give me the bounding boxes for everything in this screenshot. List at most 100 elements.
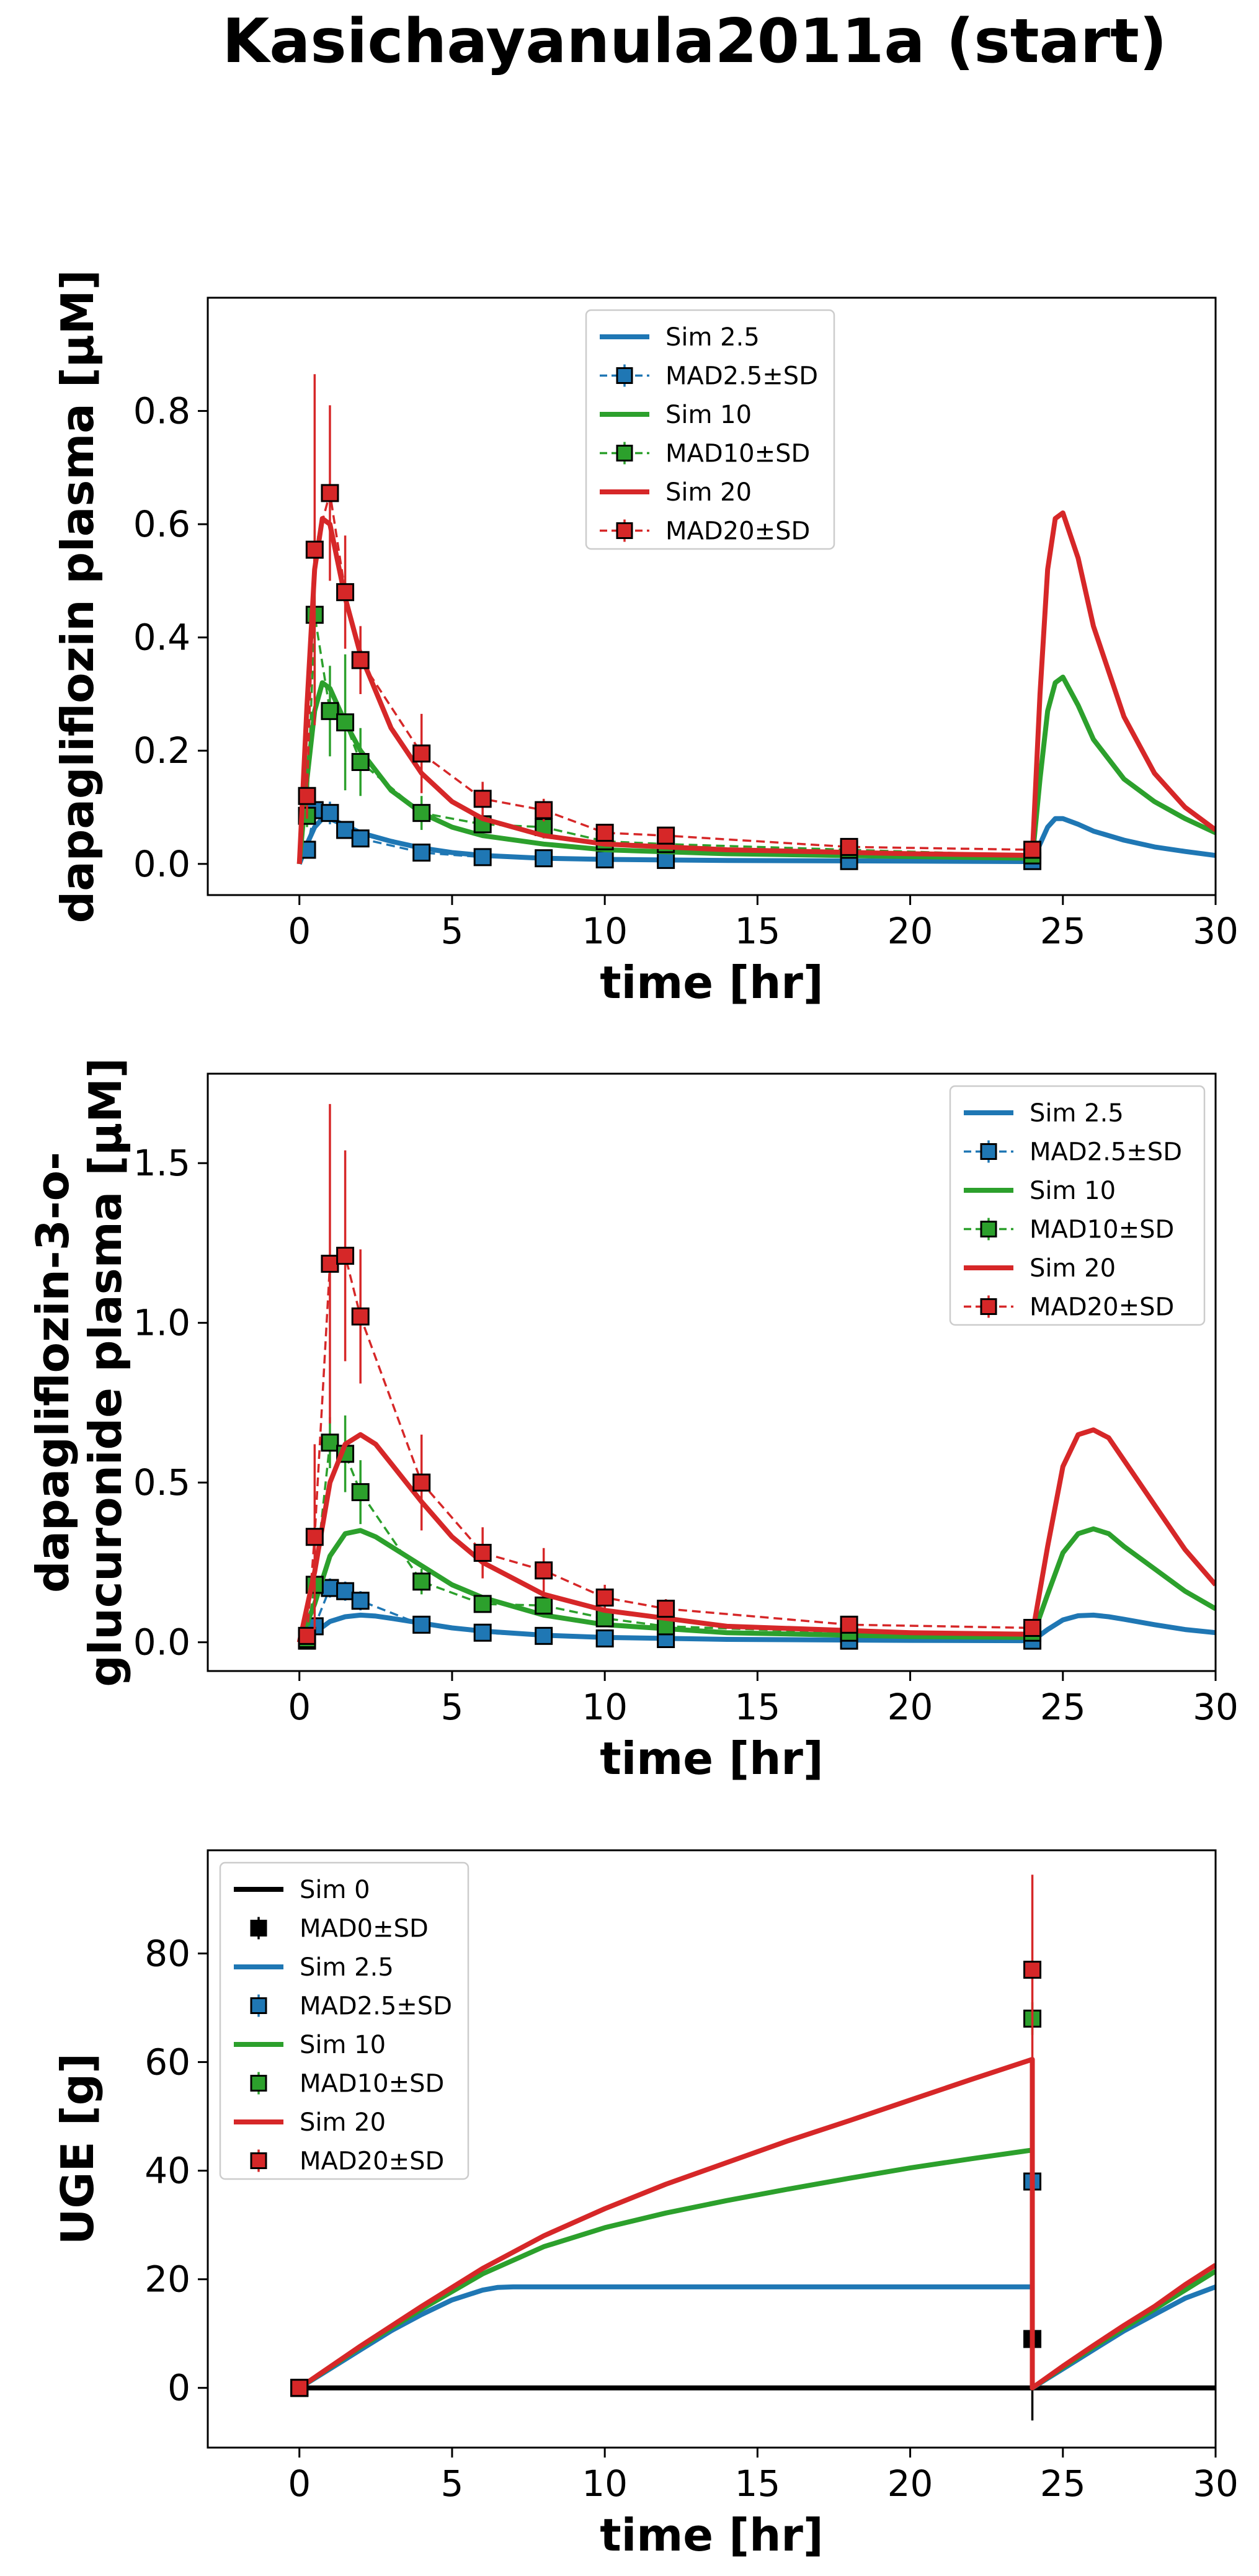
legend-item-mad2-5-pm-sd: MAD2.5±SD — [250, 1992, 452, 2021]
data-point — [473, 848, 492, 867]
legend-label: MAD2.5±SD — [300, 1992, 452, 2021]
axes-frame — [207, 1849, 1217, 2449]
data-point — [290, 2379, 309, 2397]
data-point — [1023, 1618, 1042, 1637]
legend-label: Sim 0 — [300, 1876, 370, 1904]
data-point — [412, 1615, 431, 1634]
y-tick-label: 0.6 — [133, 503, 190, 545]
legend-swatch-marker — [250, 1920, 267, 1936]
legend-swatch-marker — [616, 367, 633, 384]
x-tick-label: 10 — [582, 1686, 628, 1728]
legend-label: MAD10±SD — [665, 440, 810, 468]
legend-item-sim-20: Sim 20 — [964, 1254, 1116, 1283]
series-mad20-pm-sd — [298, 1103, 1042, 1645]
plot-area — [290, 1874, 1216, 2421]
data-point — [321, 1579, 339, 1597]
data-point — [657, 1600, 675, 1618]
legend-swatch-marker — [980, 1221, 997, 1237]
x-tick-label: 5 — [440, 2462, 463, 2505]
legend-item-sim-10: Sim 10 — [234, 2031, 386, 2059]
series-mad0-pm-sd — [290, 2257, 1042, 2421]
y-axis-label: UGE [g] — [51, 2053, 104, 2245]
series-mad10-pm-sd — [298, 530, 1042, 865]
x-tick-label: 20 — [888, 1686, 933, 1728]
data-point — [657, 826, 675, 845]
legend-label: MAD20±SD — [300, 2147, 444, 2176]
data-point — [305, 1528, 324, 1546]
x-axis-label: time [hr] — [600, 2509, 824, 2561]
x-tick-label: 5 — [440, 1686, 463, 1728]
y-tick-label: 0.4 — [133, 617, 190, 659]
series-line-sim-10 — [296, 674, 1216, 865]
data-point — [535, 801, 553, 819]
x-tick-label: 30 — [1193, 910, 1239, 952]
x-tick-label: 25 — [1040, 910, 1086, 952]
legend-item-sim-2-5: Sim 2.5 — [964, 1099, 1124, 1128]
data-point — [840, 1615, 858, 1634]
series-line-sim-20 — [298, 2057, 1216, 2391]
data-point — [321, 804, 339, 822]
legend: Sim 2.5 MAD2.5±SD Sim 10 MAD10±SD Sim 20 MAD2… — [949, 1085, 1206, 1326]
data-point — [298, 1626, 316, 1645]
data-point — [595, 850, 614, 868]
data-point — [840, 837, 858, 856]
y-tick-label: 20 — [145, 2258, 190, 2301]
series-line-sim-20 — [296, 1427, 1216, 1643]
legend: Sim 2.5 MAD2.5±SD Sim 10 MAD10±SD Sim 20 MAD2… — [585, 309, 835, 550]
data-point — [336, 1582, 355, 1600]
series-mad20-pm-sd — [290, 1874, 1042, 2397]
data-point — [351, 1307, 370, 1326]
data-point — [535, 849, 553, 868]
legend-label: MAD10±SD — [300, 2070, 444, 2098]
legend-frame — [949, 1085, 1206, 1326]
figure-title: Kasichayanula2011a (start) — [222, 6, 1167, 77]
legend-swatch-marker — [250, 1997, 267, 2014]
legend-item-sim-10: Sim 10 — [600, 401, 752, 429]
data-point — [305, 540, 324, 559]
y-tick-label: 0.0 — [133, 1621, 190, 1664]
legend-label: Sim 2.5 — [1030, 1099, 1124, 1128]
legend-label: MAD20±SD — [1030, 1293, 1174, 1322]
y-axis-label: dapagliflozin plasma [μM] — [51, 270, 104, 924]
series-dashed-line-mad10-pm-sd — [306, 614, 1033, 857]
chart-panel-1: 0 5 10 15 20 25 30 0.0 0.2 0.4 0.6 0.8 time [hr] dapa… — [51, 270, 1239, 1009]
y-axis-label: glucuronide plasma [μM] — [79, 1058, 131, 1687]
legend-label: Sim 10 — [300, 2031, 386, 2059]
data-point — [321, 1433, 339, 1452]
x-tick-label: 5 — [440, 910, 463, 952]
data-point — [535, 1626, 553, 1645]
x-tick-label: 15 — [734, 910, 780, 952]
y-tick-label: 0.8 — [133, 390, 190, 432]
y-tick-label: 80 — [145, 1932, 190, 1974]
legend-frame — [219, 1861, 469, 2180]
axes-frame — [207, 296, 1217, 896]
legend-item-sim-0: Sim 0 — [234, 1876, 370, 1904]
plot-area — [296, 1103, 1216, 1650]
y-tick-label: 1.0 — [133, 1302, 190, 1344]
data-point — [473, 1543, 492, 1562]
x-tick-label: 10 — [582, 2462, 628, 2505]
legend-item-sim-2-5: Sim 2.5 — [600, 323, 760, 352]
data-point — [1023, 840, 1042, 859]
legend-swatch-marker — [250, 2075, 267, 2092]
series-dashed-line-mad10-pm-sd — [306, 1440, 1033, 1639]
legend-label: Sim 2.5 — [300, 1953, 394, 1982]
legend-item-mad20-pm-sd: MAD20±SD — [964, 1293, 1174, 1322]
data-point — [1023, 1961, 1042, 1979]
x-tick-label: 10 — [582, 910, 628, 952]
data-point — [336, 821, 355, 839]
data-point — [412, 1473, 431, 1492]
legend-item-mad20-pm-sd: MAD20±SD — [250, 2147, 444, 2176]
data-point — [351, 1483, 370, 1502]
legend-label: Sim 10 — [1030, 1177, 1116, 1205]
data-point — [336, 713, 355, 732]
legend-label: MAD20±SD — [665, 517, 810, 546]
legend: Sim 0 MAD0±SD Sim 2.5 MAD2.5±SD Sim 10 MAD10±… — [219, 1861, 469, 2180]
data-point — [351, 752, 370, 771]
legend-swatch-marker — [616, 522, 633, 539]
legend-label: MAD10±SD — [1030, 1216, 1174, 1244]
data-point — [412, 744, 431, 763]
series-dashed-line-mad20-pm-sd — [306, 1254, 1033, 1636]
legend-item-mad2-5-pm-sd: MAD2.5±SD — [600, 362, 818, 391]
legend-item-mad0-pm-sd: MAD0±SD — [250, 1915, 429, 1943]
